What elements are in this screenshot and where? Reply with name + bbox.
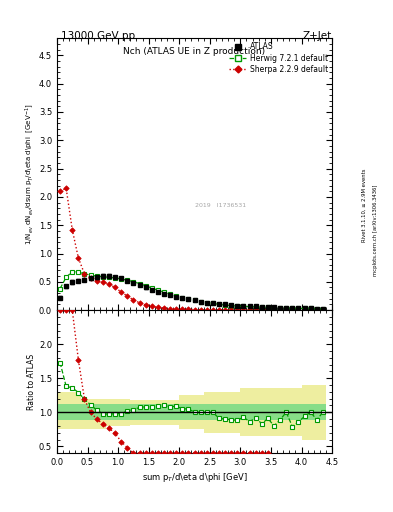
Text: 2019   I1736531: 2019 I1736531 — [195, 203, 246, 208]
Text: Z+Jet: Z+Jet — [303, 31, 332, 41]
Y-axis label: Ratio to ATLAS: Ratio to ATLAS — [27, 354, 36, 410]
Text: Rivet 3.1.10, ≥ 2.9M events: Rivet 3.1.10, ≥ 2.9M events — [362, 168, 367, 242]
Text: Nch (ATLAS UE in Z production): Nch (ATLAS UE in Z production) — [123, 47, 266, 55]
Text: mcplots.cern.ch [arXiv:1306.3436]: mcplots.cern.ch [arXiv:1306.3436] — [373, 185, 378, 276]
X-axis label: sum p$_T$/d\eta d\phi [GeV]: sum p$_T$/d\eta d\phi [GeV] — [141, 471, 248, 484]
Y-axis label: 1/N$_{ev}$ dN$_{ev}$/dsum p$_T$/d\eta d\phi  [GeV$^{-1}$]: 1/N$_{ev}$ dN$_{ev}$/dsum p$_T$/d\eta d\… — [23, 103, 36, 245]
Legend: ATLAS, Herwig 7.2.1 default, Sherpa 2.2.9 default: ATLAS, Herwig 7.2.1 default, Sherpa 2.2.… — [230, 42, 328, 74]
Text: 13000 GeV pp: 13000 GeV pp — [61, 31, 135, 41]
